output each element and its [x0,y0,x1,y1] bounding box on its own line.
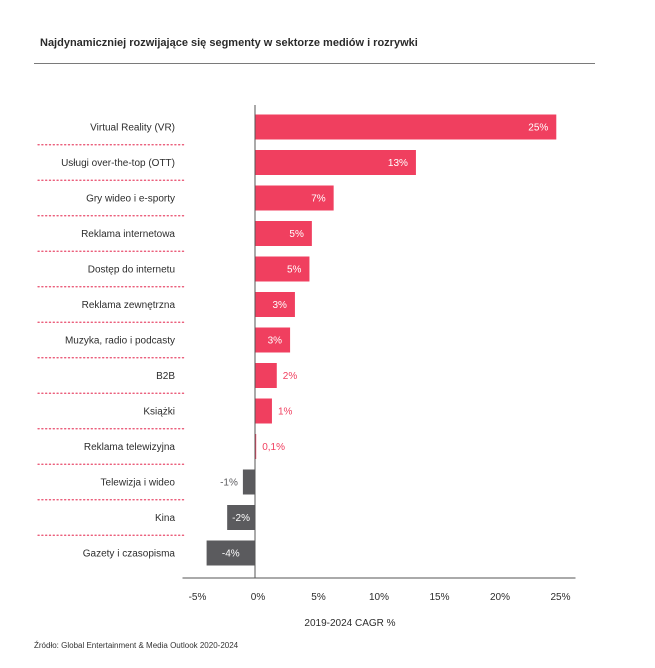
bar [255,150,416,175]
chart-title: Najdynamiczniej rozwijające się segmenty… [40,37,418,49]
data-label: 0,1% [262,442,285,453]
category-label: Telewizja i wideo [101,478,176,489]
category-label: Gazety i czasopisma [83,549,176,560]
bar [255,398,272,424]
data-label: 3% [272,300,287,311]
category-label: Reklama internetowa [81,229,175,240]
x-tick-label: 0% [251,592,266,603]
category-label: Książki [143,407,175,418]
bar [255,327,291,353]
category-label: Kina [155,513,175,524]
x-tick-label: -5% [189,592,207,603]
bar [227,505,255,530]
category-label: Virtual Reality (VR) [90,123,175,134]
category-label: Muzyka, radio i podcasty [65,336,175,347]
x-tick-label: 10% [369,592,389,603]
bar [255,292,295,317]
category-label: Usługi over-the-top (OTT) [61,158,175,169]
data-label: 7% [311,194,326,205]
data-label: 1% [278,407,293,418]
data-label: 3% [268,336,283,347]
x-tick-label: 15% [429,592,449,603]
category-label: Reklama zewnętrzna [82,300,176,311]
category-label: B2B [156,371,175,382]
x-axis-title: 2019-2024 CAGR % [304,618,395,629]
title-divider [34,63,595,64]
x-tick-label: 5% [311,592,326,603]
bar [255,256,310,282]
data-label: 5% [289,229,304,240]
bar [255,363,277,388]
data-label: 5% [287,265,302,276]
bar [206,540,255,566]
bar [255,434,257,459]
x-tick-label: 20% [490,592,510,603]
source-note: Źródło: Global Entertainment & Media Out… [34,641,239,650]
bar [255,114,557,140]
category-label: Dostęp do internetu [88,265,175,276]
data-label: -4% [222,549,240,560]
bar [255,185,334,211]
bar [255,221,312,246]
bar [242,469,255,495]
data-label: -2% [232,513,250,524]
data-label: 2% [283,371,298,382]
category-label: Reklama telewizyjna [84,442,176,453]
data-label: -1% [220,478,238,489]
data-label: 13% [388,158,408,169]
x-tick-label: 25% [550,592,570,603]
category-label: Gry wideo i e-sporty [86,194,175,205]
data-label: 25% [528,123,548,134]
